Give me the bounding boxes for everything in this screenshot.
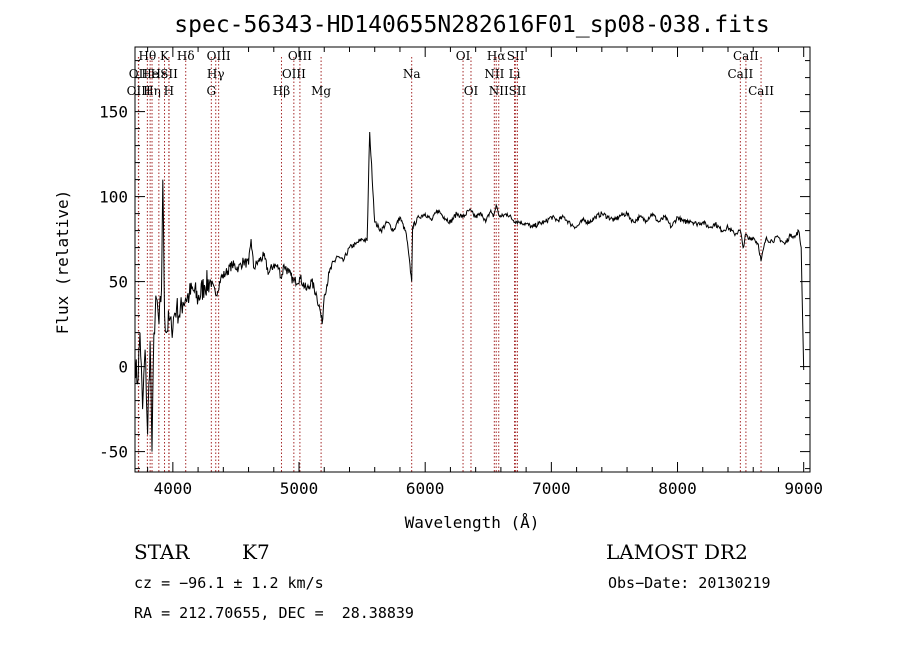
- line-label: Na: [403, 67, 421, 81]
- chart-title: spec-56343-HD140655N282616F01_sp08-038.f…: [174, 12, 769, 38]
- line-label: NII: [484, 67, 504, 81]
- y-tick-label: 100: [99, 188, 128, 207]
- line-label: He: [141, 67, 159, 81]
- redshift-info: cz = −96.1 ± 1.2 km/s: [134, 574, 324, 592]
- x-tick-label: 9000: [784, 479, 823, 498]
- line-label: OII: [129, 67, 149, 81]
- x-tick-label: 4000: [154, 479, 193, 498]
- survey-name: LAMOST DR2: [606, 540, 748, 564]
- axis-ticks: 4000 5000 6000 7000 8000 9000 -50 0 50 100 150: [99, 47, 823, 498]
- line-label: Hθ: [139, 49, 157, 63]
- line-label: OIII: [288, 49, 312, 63]
- line-label: Hε: [151, 67, 168, 81]
- line-label: SII: [509, 84, 527, 98]
- line-label: OI: [464, 84, 479, 98]
- object-class: STAR: [134, 540, 190, 564]
- y-tick-label: 0: [118, 358, 128, 377]
- spectrum-line: [134, 131, 805, 452]
- line-label: OIII: [282, 67, 306, 81]
- line-label: Hβ: [273, 84, 290, 98]
- line-label: H: [164, 84, 174, 98]
- line-label: Hγ: [207, 67, 225, 81]
- x-tick-label: 5000: [280, 479, 319, 498]
- line-label: CaII: [748, 84, 774, 98]
- y-axis-label: Flux (relative): [53, 190, 72, 335]
- line-label: K: [160, 49, 170, 63]
- line-label: OIII: [127, 84, 151, 98]
- line-label: OIII: [207, 49, 231, 63]
- line-label: CaII: [727, 67, 753, 81]
- x-tick-label: 6000: [406, 479, 445, 498]
- line-label: SII: [507, 49, 525, 63]
- line-label: Hα: [487, 49, 506, 63]
- object-subclass: K7: [242, 540, 270, 564]
- line-label: SII: [160, 67, 178, 81]
- y-tick-label: -50: [99, 443, 128, 462]
- coordinates-info: RA = 212.70655, DEC = 28.38839: [134, 604, 414, 622]
- plot-frame: [134, 46, 811, 473]
- x-tick-label: 8000: [658, 479, 697, 498]
- y-tick-label: 50: [109, 273, 128, 292]
- line-label: Li: [509, 67, 521, 81]
- line-markers: Hθ OII OIII He Hη Hε K SII H Hδ OIII Hγ G Hβ OIII OIII M…: [127, 49, 774, 472]
- line-label: OI: [456, 49, 471, 63]
- line-label: G: [207, 84, 217, 98]
- observation-date: Obs−Date: 20130219: [608, 574, 771, 592]
- line-label: Mg: [311, 84, 331, 98]
- line-label: CaII: [733, 49, 759, 63]
- line-label: NII: [489, 84, 509, 98]
- line-label: Hδ: [177, 49, 195, 63]
- line-label: Hη: [143, 84, 161, 98]
- y-tick-label: 150: [99, 103, 128, 122]
- x-axis-label: Wavelength (Å): [405, 513, 540, 532]
- x-tick-label: 7000: [532, 479, 571, 498]
